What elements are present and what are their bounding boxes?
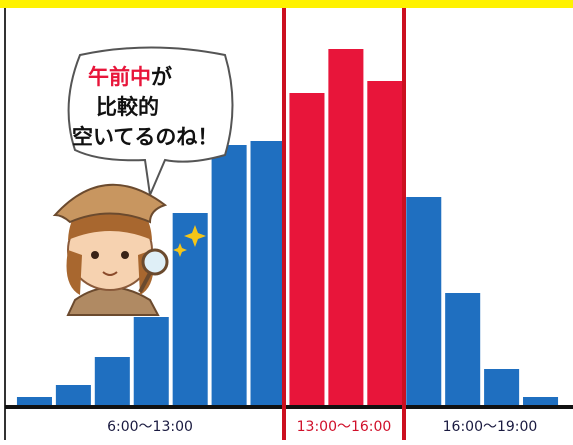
- bars: [16, 49, 559, 405]
- bar: [484, 369, 520, 405]
- bar: [16, 397, 52, 405]
- bar: [55, 385, 91, 405]
- bar: [328, 49, 364, 405]
- bar: [523, 397, 559, 405]
- speech-bubble: [67, 46, 234, 199]
- annotation-text: 午前中: [88, 65, 151, 89]
- bar: [406, 197, 442, 405]
- bar: [133, 317, 169, 405]
- annotation-text: が: [151, 65, 172, 89]
- annotation-line: 午前中が: [88, 65, 172, 89]
- bar: [289, 93, 325, 405]
- bar: [445, 293, 481, 405]
- annotation-text: 空いてるのね！: [72, 125, 218, 149]
- annotation-text: 比較的: [96, 95, 159, 119]
- bar: [172, 213, 208, 405]
- period-labels: 6:00〜13:00 13:00〜16:00 16:00〜19:00: [107, 419, 537, 435]
- bar: [367, 81, 403, 405]
- top-band: [0, 0, 573, 8]
- period-label: 16:00〜19:00: [443, 419, 538, 435]
- detective-illustration: [52, 183, 206, 316]
- bar: [211, 145, 247, 405]
- bar: [94, 357, 130, 405]
- period-label: 13:00〜16:00: [297, 419, 392, 435]
- period-label: 6:00〜13:00: [107, 419, 193, 435]
- bar: [250, 141, 286, 405]
